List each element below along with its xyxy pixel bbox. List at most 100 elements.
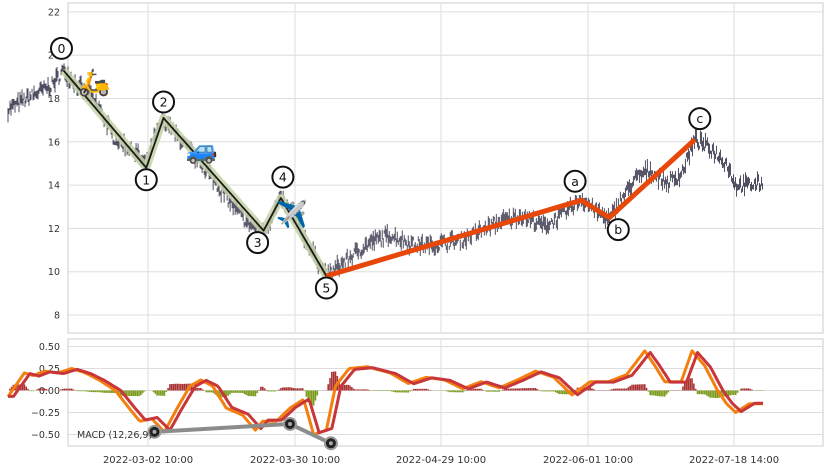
macd-histogram-bar (746, 388, 748, 390)
macd-histogram-bar (524, 388, 526, 390)
x-tick-label: 2022-03-02 10:00 (103, 455, 193, 466)
macd-histogram-bar (633, 385, 635, 391)
macd-histogram-bar (644, 384, 646, 390)
macd-histogram-bar (415, 389, 417, 391)
macd-histogram-bar (173, 384, 175, 391)
macd-histogram-bar (735, 391, 737, 395)
macd-histogram-bar (558, 391, 560, 395)
macd-histogram-bar (446, 391, 448, 392)
macd-histogram-bar (9, 389, 11, 391)
macd-histogram-bar (47, 390, 49, 391)
macd-histogram-bar (546, 391, 548, 392)
macd-histogram-bar (417, 389, 419, 391)
macd-histogram-bar (475, 389, 477, 391)
macd-histogram-bar (668, 391, 670, 393)
macd-histogram-bar (526, 388, 528, 390)
macd-histogram-bar (251, 391, 253, 397)
macd-histogram-bar (387, 391, 389, 392)
macd-histogram-bar (460, 391, 462, 393)
macd-histogram-bar (160, 391, 162, 396)
macd-histogram-bar (327, 384, 329, 390)
macd-histogram-bar (244, 391, 246, 394)
macd-histogram-bar (749, 389, 751, 391)
macd-histogram-bar (176, 384, 178, 391)
macd-histogram-bar (740, 389, 742, 391)
macd-histogram-bar (180, 384, 182, 391)
macd-histogram-bar (44, 388, 46, 390)
macd-histogram-bar (642, 384, 644, 390)
macd-histogram-bar (153, 391, 155, 393)
macd-histogram-bar (691, 378, 693, 390)
macd-histogram-bar (136, 391, 138, 397)
macd-histogram-bar (560, 391, 562, 395)
macd-histogram-bar (520, 388, 522, 390)
macd-histogram-bar (697, 391, 699, 395)
macd-histogram-bar (289, 387, 291, 390)
macd-histogram-bar (731, 391, 733, 395)
macd-histogram-bar (38, 388, 40, 390)
macd-histogram-bar (422, 389, 424, 391)
macd-histogram-bar (427, 389, 429, 390)
macd-histogram-bar (31, 391, 33, 392)
macd-histogram-bar (351, 387, 353, 390)
macd-histogram-bar (613, 389, 615, 391)
macd-histogram-bar (742, 388, 744, 390)
macd-histogram-bar (69, 389, 71, 391)
macd-histogram-bar (509, 389, 511, 391)
macd-histogram-bar (653, 391, 655, 396)
macd-histogram-bar (751, 390, 753, 391)
wave-label: 3 (254, 235, 262, 250)
macd-histogram-bar (455, 391, 457, 393)
macd-histogram-bar (629, 386, 631, 391)
macd-histogram-bar (358, 389, 360, 390)
price-y-tick-label: 8 (54, 311, 60, 322)
macd-y-tick-label: −0.50 (31, 430, 60, 441)
macd-histogram-bar (266, 390, 268, 391)
macd-histogram-bar (418, 389, 420, 391)
macd-histogram-bar (640, 384, 642, 390)
macd-histogram-bar (564, 391, 566, 395)
macd-histogram-bar (386, 391, 388, 392)
macd-histogram-bar (413, 389, 415, 391)
macd-histogram-bar (695, 389, 697, 391)
macd-histogram-bar (98, 391, 100, 393)
macd-histogram-bar (253, 391, 255, 397)
macd-histogram-bar (286, 387, 288, 390)
price-plot-area (68, 3, 823, 333)
macd-histogram-bar (357, 389, 359, 390)
macd-histogram-bar (96, 391, 98, 393)
macd-histogram-bar (528, 388, 530, 390)
macd-histogram-bar (715, 391, 717, 398)
macd-histogram-bar (85, 391, 87, 392)
macd-histogram-bar (298, 388, 300, 390)
macd-histogram-bar (513, 389, 515, 391)
macd-histogram-bar (397, 391, 399, 393)
macd-histogram-bar (104, 391, 106, 393)
macd-histogram-bar (33, 391, 35, 392)
macd-histogram-bar (233, 391, 235, 393)
macd-histogram-bar (708, 391, 710, 397)
macd-histogram-bar (60, 390, 62, 391)
macd-histogram-bar (458, 391, 460, 393)
car-icon: 🚙 (186, 135, 218, 165)
macd-histogram-bar (271, 391, 273, 392)
macd-histogram-bar (620, 389, 622, 391)
macd-histogram-bar (280, 388, 282, 390)
macd-histogram-bar (329, 378, 331, 390)
price-y-tick-label: 10 (48, 267, 60, 278)
macd-histogram-bar (548, 391, 550, 392)
macd-histogram-bar (713, 391, 715, 398)
macd-histogram-bar (537, 389, 539, 390)
macd-histogram-bar (144, 391, 146, 392)
macd-histogram-bar (389, 391, 391, 392)
macd-histogram-bar (262, 387, 264, 391)
macd-histogram-bar (291, 388, 293, 391)
macd-histogram-bar (449, 391, 451, 393)
wave-label: 5 (322, 281, 330, 296)
macd-y-tick-label: −0.25 (31, 408, 60, 419)
macd-histogram-bar (313, 391, 315, 406)
price-y-tick-label: 14 (48, 181, 60, 192)
macd-histogram-bar (402, 391, 404, 393)
macd-histogram-bar (502, 390, 504, 391)
macd-histogram-bar (480, 389, 482, 391)
